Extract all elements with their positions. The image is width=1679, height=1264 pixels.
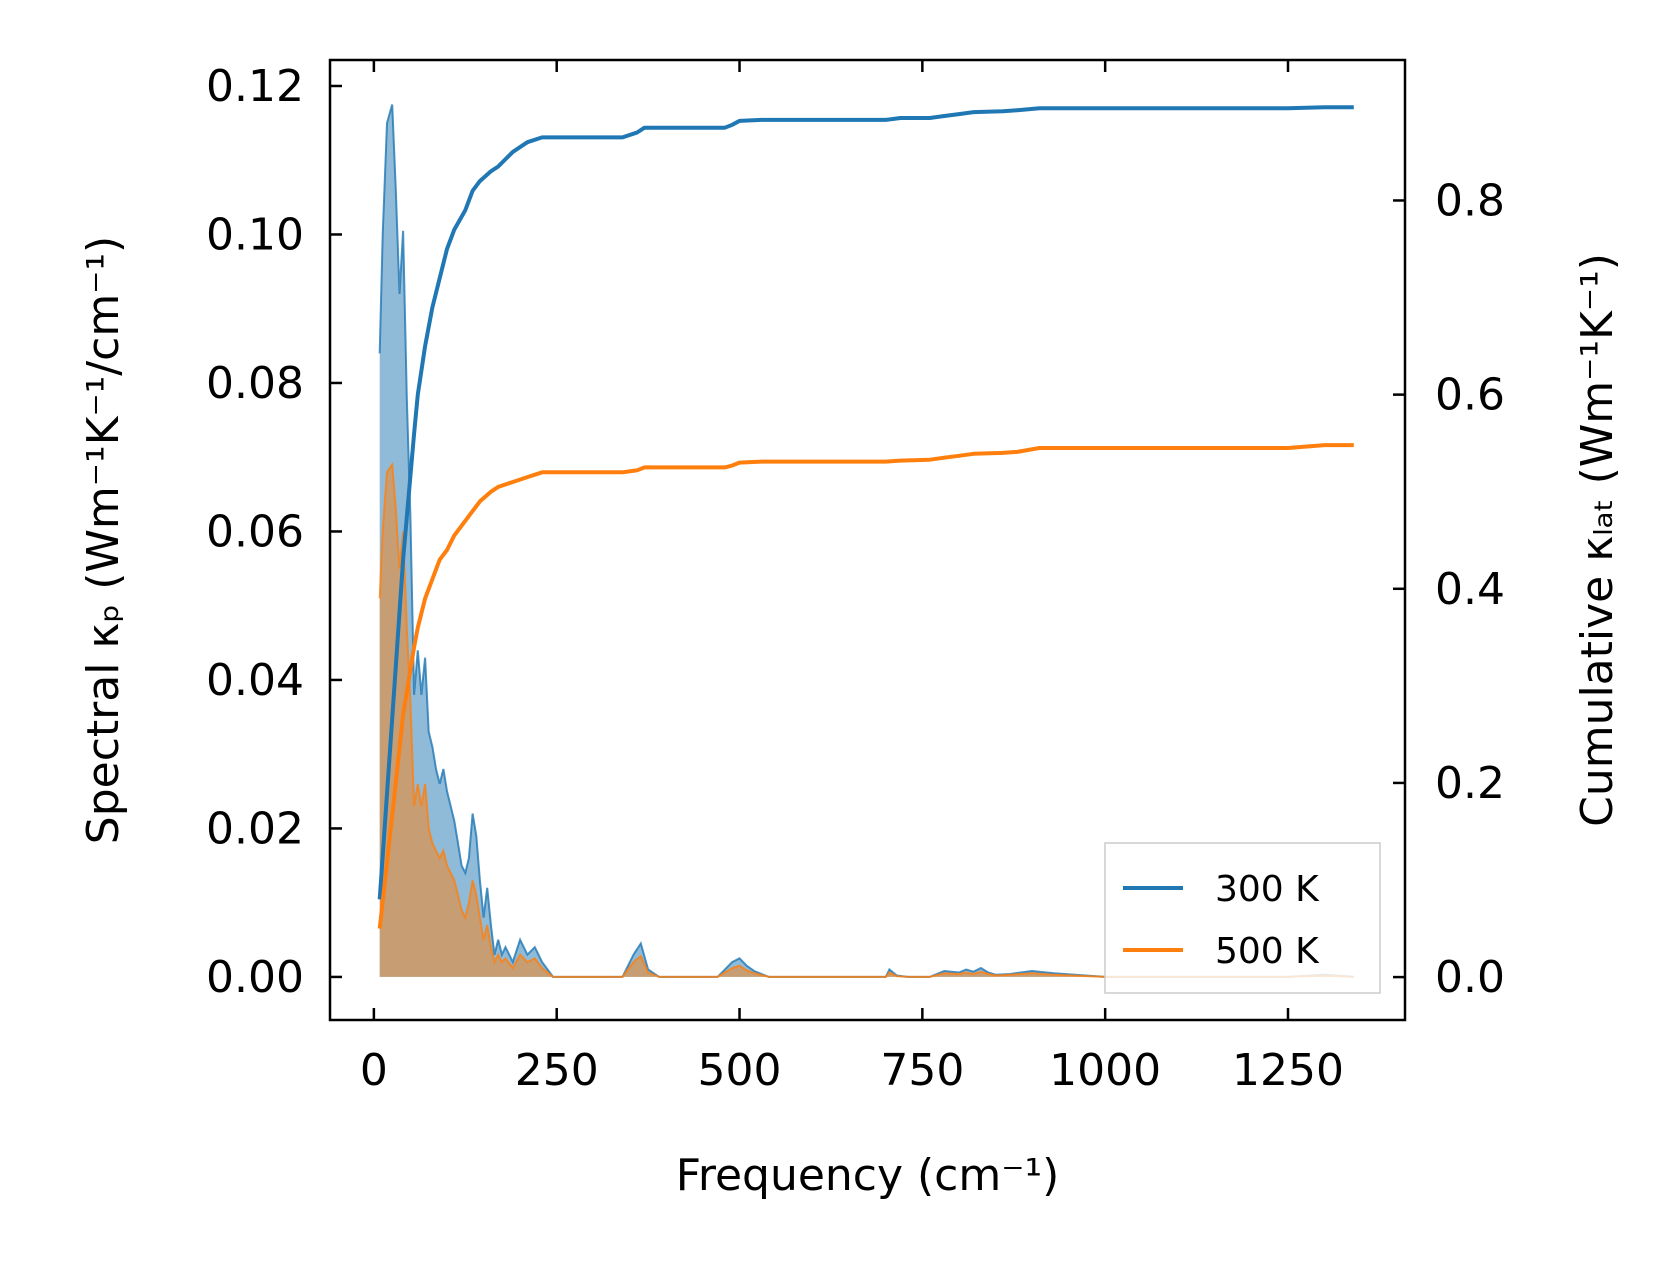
- y-left-tick-label: 0.08: [206, 358, 304, 409]
- y-left-axis-title: Spectral κₚ (Wm⁻¹K⁻¹/cm⁻¹): [78, 236, 129, 844]
- x-tick-label: 1000: [1049, 1045, 1161, 1096]
- series-layer: [377, 104, 1354, 978]
- spectral-line-300k: [378, 104, 1354, 978]
- y-left-tick-label: 0.10: [206, 209, 304, 260]
- x-tick-label: 1250: [1232, 1045, 1344, 1096]
- x-tick-label: 250: [515, 1045, 599, 1096]
- y-left-tick-label: 0.02: [206, 803, 304, 854]
- spectral-line-500k: [378, 461, 1354, 978]
- x-tick-label: 750: [880, 1045, 964, 1096]
- y-left-tick-label: 0.00: [206, 952, 304, 1003]
- y-right-tick-label: 0.4: [1435, 564, 1505, 615]
- legend: 300 K 500 K: [1104, 842, 1381, 994]
- x-tick-label: 0: [360, 1045, 388, 1096]
- y-right-tick-label: 0.0: [1435, 952, 1505, 1003]
- y-left-tick-label: 0.04: [206, 655, 304, 706]
- y-right-tick-label: 0.6: [1435, 370, 1505, 421]
- cumulative-line-500k: [377, 443, 1354, 929]
- spectral-fill-500k: [379, 464, 1354, 977]
- y-left-tick-label: 0.12: [206, 61, 304, 112]
- x-axis-title: Frequency (cm⁻¹): [676, 1150, 1060, 1201]
- axes-layer: 0 250 500 750 1000 1250 0.00 0.02 0.04 0.06 0.08 0.…: [78, 60, 1623, 1201]
- y-right-axis-title: Cumulative κₗₐₜ (Wm⁻¹K⁻¹): [1572, 253, 1623, 827]
- x-tick-label: 500: [698, 1045, 782, 1096]
- cumulative-line-300k: [377, 105, 1354, 900]
- legend-label-500k: 500 K: [1215, 931, 1320, 972]
- legend-box: [1104, 842, 1381, 994]
- spectral-fill-300k: [379, 104, 1354, 977]
- y-left-tick-label: 0.06: [206, 506, 304, 557]
- plot-frame: [328, 58, 1407, 1022]
- y-right-tick-label: 0.2: [1435, 758, 1505, 809]
- y-right-tick-label: 0.8: [1435, 175, 1505, 226]
- legend-label-300k: 300 K: [1215, 869, 1320, 910]
